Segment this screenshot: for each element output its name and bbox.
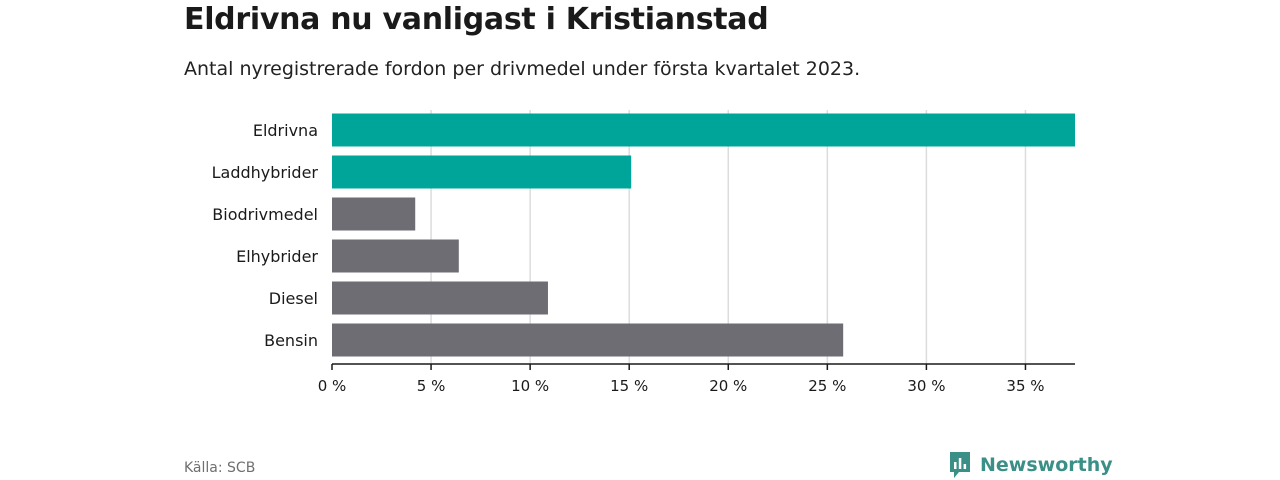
bar-laddhybrider bbox=[332, 155, 632, 189]
bar-chart: Eldrivna Laddhybrider Biodrivmedel Elhybrid… bbox=[212, 110, 1075, 395]
bar-eldrivna bbox=[332, 113, 1075, 147]
category-label-diesel: Diesel bbox=[269, 289, 318, 308]
category-label-elhybrider: Elhybrider bbox=[236, 247, 318, 266]
x-tick-label-35: 35 % bbox=[1006, 377, 1044, 395]
x-tick-label-10: 10 % bbox=[511, 377, 549, 395]
chart-title: Eldrivna nu vanligast i Kristianstad bbox=[184, 2, 769, 37]
x-tick-label-5: 5 % bbox=[417, 377, 446, 395]
category-label-biodrivmedel: Biodrivmedel bbox=[212, 205, 318, 224]
category-label-bensin: Bensin bbox=[264, 331, 318, 350]
x-tick-label-25: 25 % bbox=[808, 377, 846, 395]
chart-subtitle: Antal nyregistrerade fordon per drivmede… bbox=[184, 58, 861, 80]
bar-biodrivmedel bbox=[332, 197, 416, 231]
brand-name: Newsworthy bbox=[980, 454, 1113, 476]
category-label-eldrivna: Eldrivna bbox=[253, 121, 318, 140]
bar-bensin bbox=[332, 323, 844, 357]
x-tick-label-15: 15 % bbox=[610, 377, 648, 395]
brand-logo[interactable]: Newsworthy bbox=[948, 450, 1113, 480]
bar-elhybrider bbox=[332, 239, 459, 273]
category-label-laddhybrider: Laddhybrider bbox=[212, 163, 319, 182]
x-tick-label-0: 0 % bbox=[318, 377, 347, 395]
bar-diesel bbox=[332, 281, 548, 315]
x-tick-label-30: 30 % bbox=[907, 377, 945, 395]
x-tick-label-20: 20 % bbox=[709, 377, 747, 395]
source-note: Källa: SCB bbox=[184, 460, 256, 476]
newsworthy-logo-icon bbox=[950, 452, 970, 478]
